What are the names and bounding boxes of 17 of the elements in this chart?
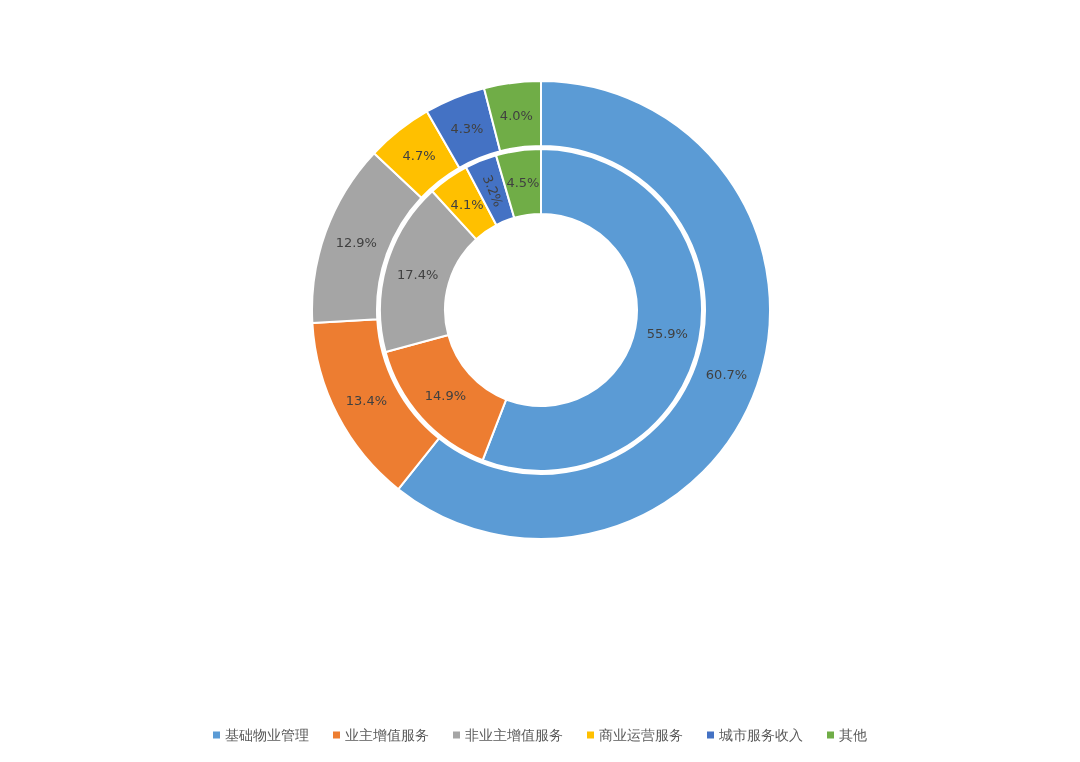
data-label: 4.3% [450, 120, 484, 136]
data-label: 4.5% [506, 175, 540, 191]
data-label: 55.9% [646, 326, 688, 342]
data-label: 4.1% [450, 197, 484, 213]
data-label: 12.9% [335, 235, 377, 251]
legend-label: 非业主增值服务 [465, 727, 563, 743]
legend-label: 其他 [839, 727, 867, 743]
data-label: 4.0% [499, 107, 533, 123]
data-label: 13.4% [345, 392, 388, 408]
data-label: 4.7% [402, 148, 436, 164]
data-label: 14.9% [424, 388, 467, 404]
data-label: 17.4% [396, 266, 439, 282]
legend-label: 基础物业管理 [225, 727, 309, 743]
legend-label: 业主增值服务 [345, 727, 429, 743]
legend-label: 商业运营服务 [599, 727, 683, 743]
legend-label: 城市服务收入 [718, 727, 803, 743]
data-label: 60.7% [705, 367, 748, 383]
